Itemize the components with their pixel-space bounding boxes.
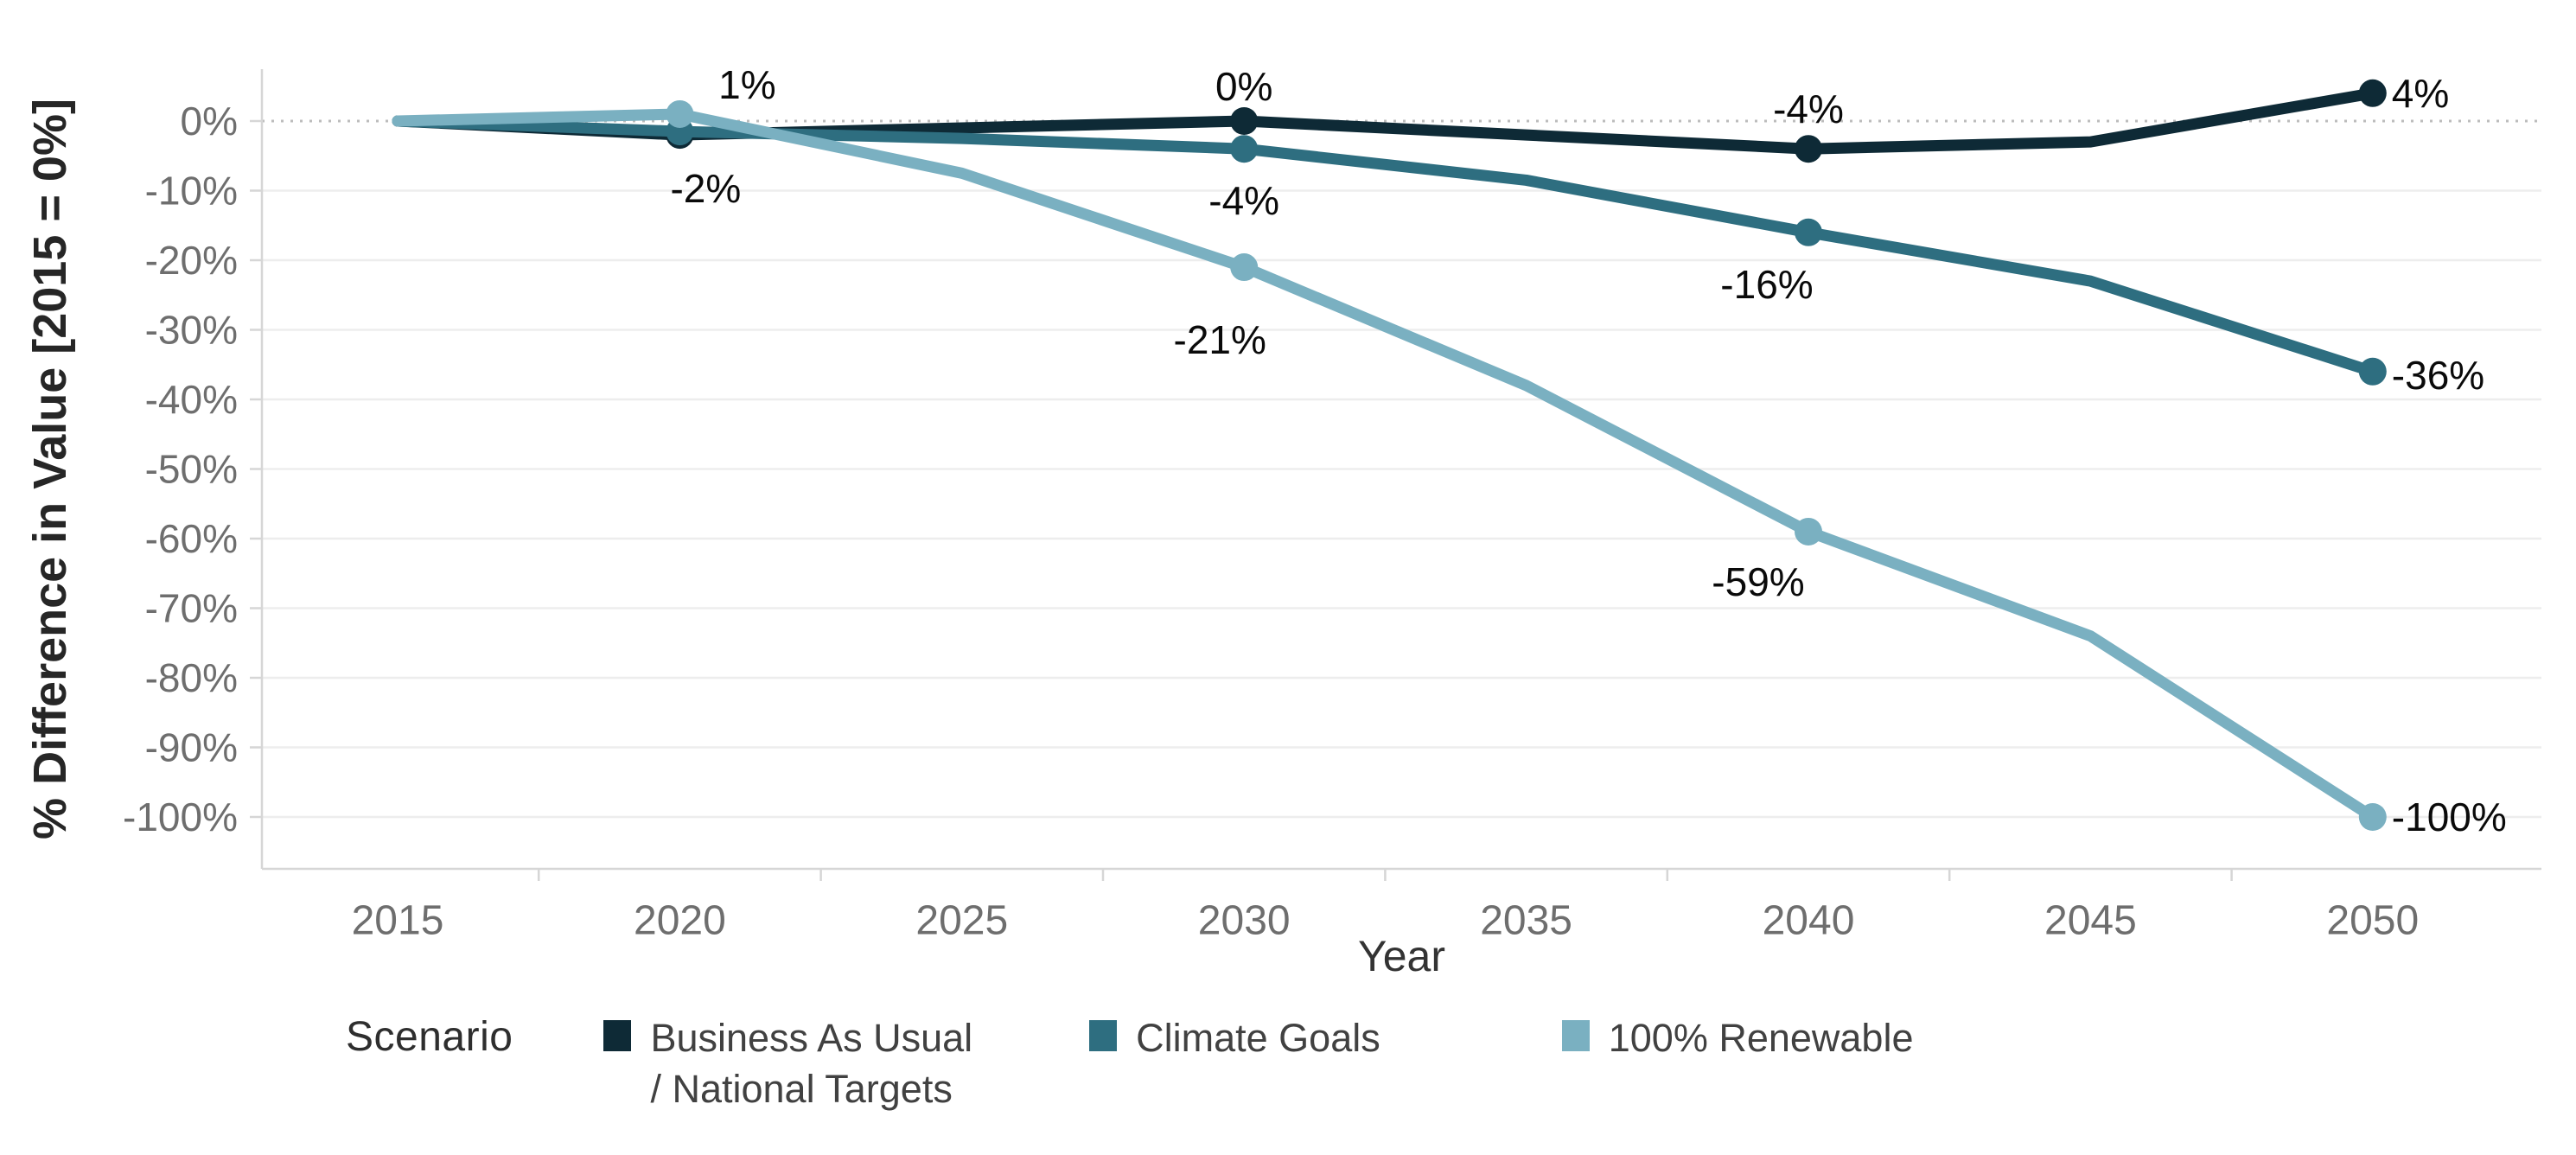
legend-label-climate-goals: Climate Goals xyxy=(1136,1016,1380,1060)
data-point[interactable] xyxy=(1230,253,1259,282)
legend-title: Scenario xyxy=(346,1014,513,1060)
data-label: -4% xyxy=(1208,178,1279,223)
legend-item-100-renewable[interactable]: 100% Renewable xyxy=(1561,1013,1914,1064)
x-tick-label: 2035 xyxy=(1480,898,1572,944)
data-label: -100% xyxy=(2392,794,2507,839)
data-point[interactable] xyxy=(2358,357,2387,386)
data-label: -16% xyxy=(1720,262,1813,307)
data-label: -4% xyxy=(1773,86,1844,131)
x-tick-label: 2025 xyxy=(915,898,1008,944)
y-tick-label: -20% xyxy=(145,238,238,283)
legend-item-climate-goals[interactable]: Climate Goals xyxy=(1089,1013,1380,1064)
x-tick-label: 2045 xyxy=(2044,898,2137,944)
data-label: -59% xyxy=(1712,559,1804,604)
y-tick-label: -90% xyxy=(145,725,238,770)
x-tick-label: 2020 xyxy=(634,898,726,944)
y-tick-label: -100% xyxy=(123,794,238,839)
y-axis-title: % Difference in Value [2015 = 0%] xyxy=(24,99,76,839)
x-tick-label: 2030 xyxy=(1198,898,1291,944)
series-line-2[interactable] xyxy=(392,108,2379,823)
x-tick-label: 2015 xyxy=(352,898,444,944)
data-label: 1% xyxy=(718,62,775,107)
data-label: -36% xyxy=(2392,353,2484,398)
legend-item-business-as-usual[interactable]: Business As Usual / National Targets xyxy=(603,1013,972,1114)
data-point[interactable] xyxy=(2358,803,2387,831)
legend-label-business-as-usual: Business As Usual / National Targets xyxy=(650,1016,973,1111)
data-label: -21% xyxy=(1174,317,1266,362)
data-point[interactable] xyxy=(1795,135,1822,163)
y-tick-label: -50% xyxy=(145,447,238,492)
x-tick-label: 2040 xyxy=(1763,898,1855,944)
y-tick-label: -80% xyxy=(145,655,238,700)
legend-swatch-business-as-usual xyxy=(603,1020,632,1051)
legend-swatch-climate-goals xyxy=(1089,1020,1118,1051)
y-tick-label: -10% xyxy=(145,169,238,214)
data-point[interactable] xyxy=(1795,517,1822,546)
legend: Scenario Business As Usual / National Ta… xyxy=(346,1013,1913,1114)
series-line-1[interactable] xyxy=(392,115,2379,378)
data-label: -2% xyxy=(670,166,741,211)
y-tick-label: 0% xyxy=(181,99,238,144)
data-label: 0% xyxy=(1215,64,1272,109)
data-point[interactable] xyxy=(2358,79,2387,107)
data-point[interactable] xyxy=(666,99,694,128)
x-axis-title: Year xyxy=(1358,932,1445,980)
y-tick-label: -70% xyxy=(145,586,238,631)
data-label: 4% xyxy=(2392,71,2449,116)
data-point[interactable] xyxy=(1230,135,1259,163)
x-tick-label: 2050 xyxy=(2326,898,2419,944)
data-point[interactable] xyxy=(1230,107,1259,135)
y-tick-label: -40% xyxy=(145,377,238,422)
y-tick-label: -60% xyxy=(145,516,238,561)
data-point[interactable] xyxy=(1795,218,1822,246)
legend-swatch-100-renewable xyxy=(1561,1020,1590,1051)
y-tick-label: -30% xyxy=(145,308,238,353)
legend-label-100-renewable: 100% Renewable xyxy=(1608,1016,1914,1060)
